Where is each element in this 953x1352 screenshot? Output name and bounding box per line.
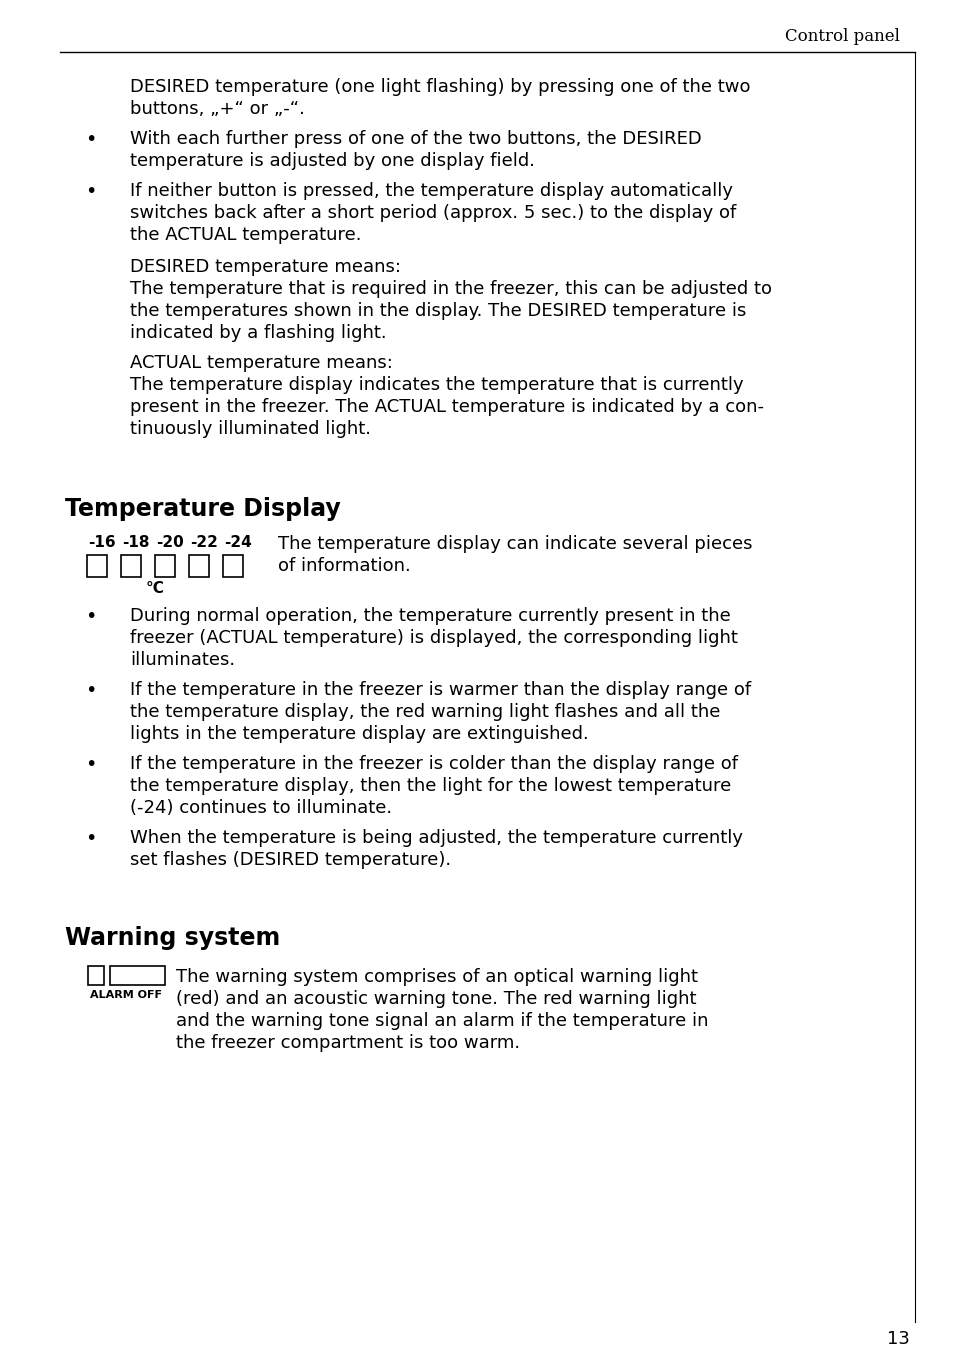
Text: tinuously illuminated light.: tinuously illuminated light. — [130, 420, 371, 438]
Text: the temperatures shown in the display. The DESIRED temperature is: the temperatures shown in the display. T… — [130, 301, 745, 320]
Text: •: • — [85, 130, 96, 149]
Text: The warning system comprises of an optical warning light: The warning system comprises of an optic… — [175, 968, 698, 986]
FancyBboxPatch shape — [223, 556, 243, 577]
Text: freezer (ACTUAL temperature) is displayed, the corresponding light: freezer (ACTUAL temperature) is displaye… — [130, 629, 737, 648]
FancyBboxPatch shape — [110, 965, 165, 986]
Text: (red) and an acoustic warning tone. The red warning light: (red) and an acoustic warning tone. The … — [175, 990, 696, 1009]
Text: Control panel: Control panel — [784, 28, 899, 45]
Text: temperature is adjusted by one display field.: temperature is adjusted by one display f… — [130, 151, 535, 170]
Text: (-24) continues to illuminate.: (-24) continues to illuminate. — [130, 799, 392, 817]
Text: •: • — [85, 829, 96, 848]
Text: Warning system: Warning system — [65, 926, 280, 950]
Text: °C: °C — [146, 581, 165, 596]
Text: If the temperature in the freezer is warmer than the display range of: If the temperature in the freezer is war… — [130, 681, 750, 699]
FancyBboxPatch shape — [87, 556, 107, 577]
Text: The temperature display indicates the temperature that is currently: The temperature display indicates the te… — [130, 376, 742, 393]
FancyBboxPatch shape — [189, 556, 209, 577]
Text: indicated by a flashing light.: indicated by a flashing light. — [130, 324, 386, 342]
Text: If neither button is pressed, the temperature display automatically: If neither button is pressed, the temper… — [130, 183, 732, 200]
Text: ALARM OFF: ALARM OFF — [90, 990, 162, 1000]
Text: the temperature display, then the light for the lowest temperature: the temperature display, then the light … — [130, 777, 731, 795]
Text: With each further press of one of the two buttons, the DESIRED: With each further press of one of the tw… — [130, 130, 701, 147]
Text: Temperature Display: Temperature Display — [65, 498, 340, 521]
Text: •: • — [85, 681, 96, 700]
Text: buttons, „+“ or „-“.: buttons, „+“ or „-“. — [130, 100, 305, 118]
Text: If the temperature in the freezer is colder than the display range of: If the temperature in the freezer is col… — [130, 754, 738, 773]
Text: and the warning tone signal an alarm if the temperature in: and the warning tone signal an alarm if … — [175, 1013, 708, 1030]
Text: present in the freezer. The ACTUAL temperature is indicated by a con-: present in the freezer. The ACTUAL tempe… — [130, 397, 763, 416]
Text: DESIRED temperature means:: DESIRED temperature means: — [130, 258, 400, 276]
Text: of information.: of information. — [277, 557, 411, 575]
Text: switches back after a short period (approx. 5 sec.) to the display of: switches back after a short period (appr… — [130, 204, 736, 222]
Text: ACTUAL temperature means:: ACTUAL temperature means: — [130, 354, 393, 372]
Text: the freezer compartment is too warm.: the freezer compartment is too warm. — [175, 1034, 519, 1052]
Text: the temperature display, the red warning light flashes and all the: the temperature display, the red warning… — [130, 703, 720, 721]
Text: lights in the temperature display are extinguished.: lights in the temperature display are ex… — [130, 725, 588, 744]
Text: The temperature display can indicate several pieces: The temperature display can indicate sev… — [277, 535, 752, 553]
FancyBboxPatch shape — [121, 556, 141, 577]
Text: The temperature that is required in the freezer, this can be adjusted to: The temperature that is required in the … — [130, 280, 771, 297]
Text: the ACTUAL temperature.: the ACTUAL temperature. — [130, 226, 361, 243]
Text: •: • — [85, 754, 96, 773]
Text: DESIRED temperature (one light flashing) by pressing one of the two: DESIRED temperature (one light flashing)… — [130, 78, 750, 96]
Text: -24: -24 — [224, 535, 252, 550]
Text: -16: -16 — [88, 535, 115, 550]
Text: -20: -20 — [156, 535, 184, 550]
Text: •: • — [85, 183, 96, 201]
Text: set flashes (DESIRED temperature).: set flashes (DESIRED temperature). — [130, 850, 451, 869]
Text: •: • — [85, 607, 96, 626]
Text: During normal operation, the temperature currently present in the: During normal operation, the temperature… — [130, 607, 730, 625]
Text: 13: 13 — [886, 1330, 909, 1348]
Text: -22: -22 — [190, 535, 217, 550]
Text: -18: -18 — [122, 535, 150, 550]
FancyBboxPatch shape — [154, 556, 174, 577]
FancyBboxPatch shape — [88, 965, 104, 986]
Text: illuminates.: illuminates. — [130, 652, 234, 669]
Text: When the temperature is being adjusted, the temperature currently: When the temperature is being adjusted, … — [130, 829, 742, 846]
